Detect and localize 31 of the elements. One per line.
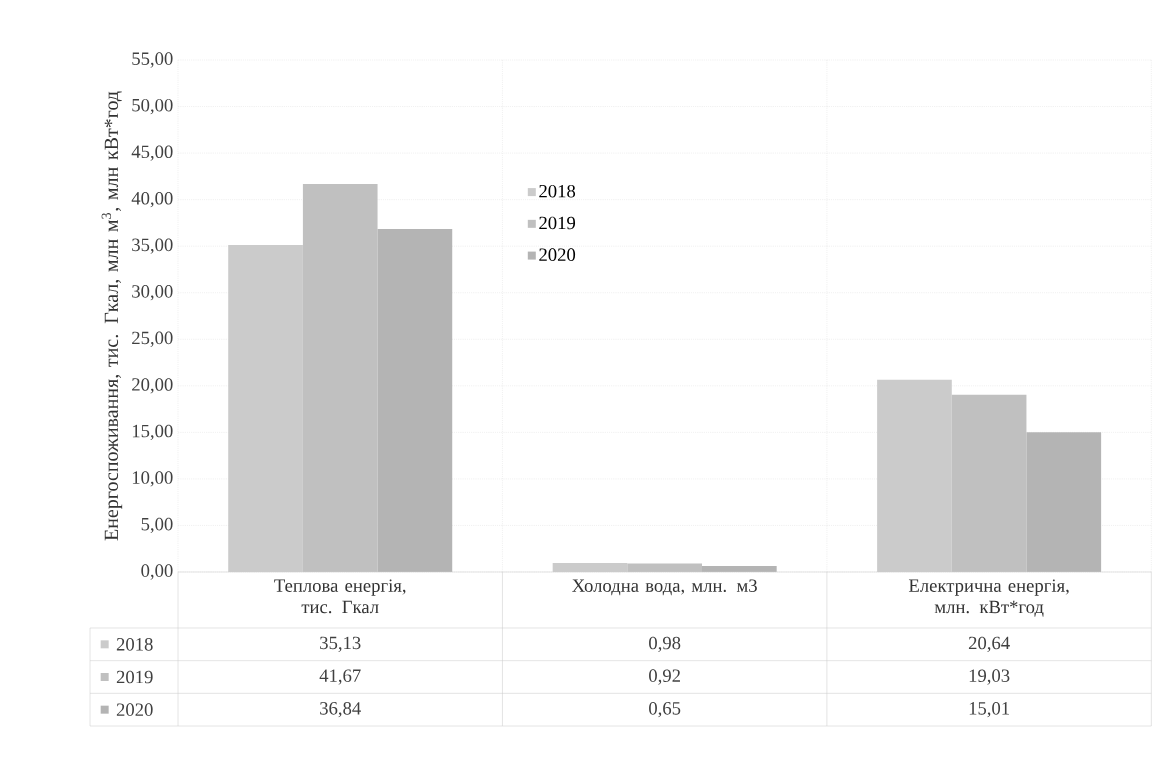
data-label: 0,98 (649, 636, 681, 652)
y-tick-label: 45,00 (131, 145, 173, 161)
data-label: 15,01 (969, 702, 1009, 718)
y-tick-label: 10,00 (132, 471, 173, 487)
y-tick-label: 0,00 (141, 564, 173, 580)
data-label: 41,67 (319, 669, 361, 685)
text: 2018 (116, 638, 153, 651)
legend-label: 2018 (539, 184, 576, 198)
x-tick-label: Електрична енергія, млн. кВт*год (908, 579, 1069, 617)
y-tick-label: 35,00 (132, 238, 173, 254)
y-tick-label: 25,00 (132, 331, 173, 347)
text: 2020 (116, 703, 153, 716)
data-label: 19,03 (969, 669, 1010, 685)
data-label: 0,92 (649, 669, 680, 685)
data-label: 36,84 (320, 702, 361, 718)
y-axis-title: Енергоспоживання, тис. Гкал, млн м$^{3}$, млн кВт*год (101, 91, 123, 541)
x-tick-label: Теплова енергія, тис. Гкал (274, 579, 406, 614)
legend-label: 2019 (539, 216, 576, 230)
y-tick-label: 30,00 (132, 285, 173, 301)
y-tick-label: 50,00 (132, 98, 173, 115)
data-label: 35,13 (320, 636, 361, 652)
legend-label: 2020 (539, 248, 576, 261)
data-label: 20,64 (968, 636, 1010, 652)
y-tick-label: 20,00 (132, 378, 173, 394)
y-tick-label: 15,00 (132, 424, 173, 440)
y-tick-label: 40,00 (131, 191, 173, 208)
x-tick-label: Холодна вода, млн. м3 (572, 579, 757, 596)
data-label: 0,65 (649, 702, 681, 718)
y-tick-label: 55,00 (132, 52, 173, 68)
y-tick-label: 5,00 (141, 517, 173, 534)
text: 2019 (116, 670, 153, 684)
